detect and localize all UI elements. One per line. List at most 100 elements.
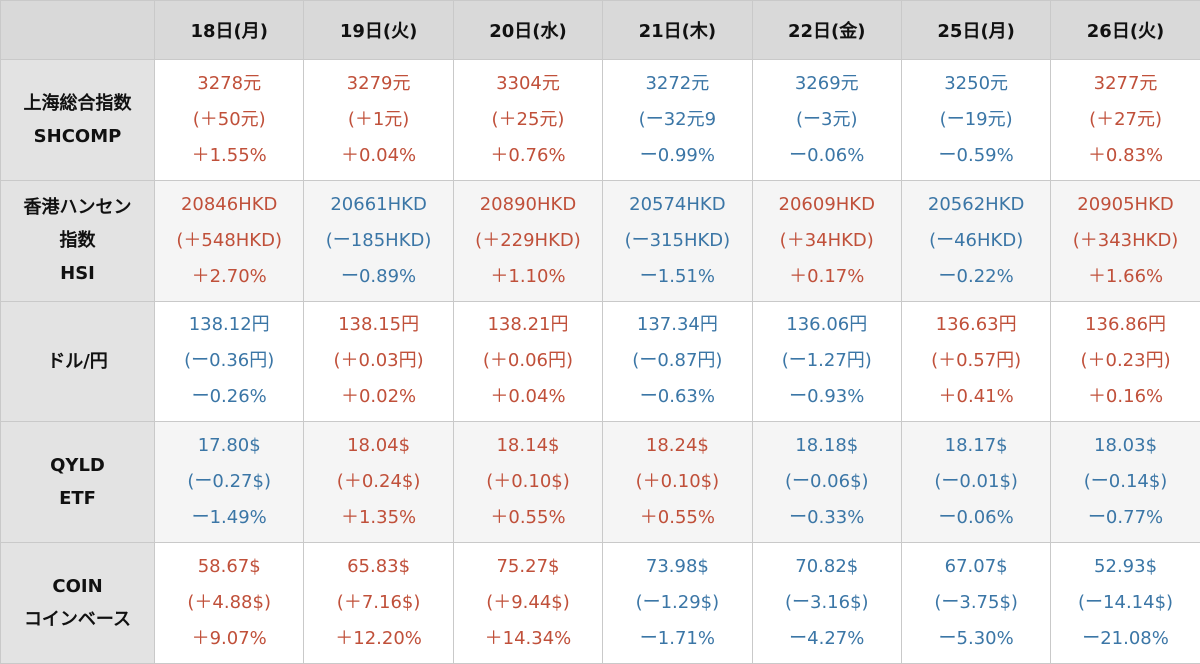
value-cell-up: 75.27$(＋9.44$)＋14.34% [453,543,602,664]
change-percent: ー1.51% [603,259,751,295]
row-label-line: 香港ハンセン [1,191,154,224]
change-value: (＋0.06円) [454,343,602,379]
change-percent: ー1.49% [155,500,303,536]
value-cell-down: 3250元(ー19元)ー0.59% [901,60,1050,181]
change-percent: ー0.06% [902,500,1050,536]
date-header: 19日(火) [304,1,453,60]
price-value: 3277元 [1051,66,1199,102]
corner-cell [1,1,155,60]
price-value: 20846HKD [155,187,303,223]
price-value: 3278元 [155,66,303,102]
change-value: (＋0.24$) [304,464,452,500]
change-percent: ー4.27% [753,621,901,657]
change-percent: ＋0.41% [902,379,1050,415]
change-percent: ー0.77% [1051,500,1199,536]
change-value: (＋0.10$) [454,464,602,500]
header-row: 18日(月) 19日(火) 20日(水) 21日(木) 22日(金) 25日(月… [1,1,1200,60]
row-label: ドル/円 [1,301,155,422]
change-percent: ＋0.02% [304,379,452,415]
price-value: 70.82$ [753,549,901,585]
value-cell-up: 3277元(＋27元)＋0.83% [1051,60,1200,181]
price-value: 3272元 [603,66,751,102]
change-value: (ー3元) [753,102,901,138]
row-label-line: QYLD [1,449,154,482]
change-value: (ー315HKD) [603,223,751,259]
value-cell-down: 73.98$(ー1.29$)ー1.71% [603,543,752,664]
change-percent: ー0.26% [155,379,303,415]
value-cell-down: 52.93$(ー14.14$)ー21.08% [1051,543,1200,664]
change-percent: ー0.22% [902,259,1050,295]
change-percent: ＋0.55% [454,500,602,536]
change-value: (ー32元9 [603,102,751,138]
value-cell-up: 3304元(＋25元)＋0.76% [453,60,602,181]
price-value: 20905HKD [1051,187,1199,223]
price-value: 20661HKD [304,187,452,223]
price-value: 75.27$ [454,549,602,585]
price-value: 138.15円 [304,307,452,343]
date-header: 20日(水) [453,1,602,60]
price-value: 67.07$ [902,549,1050,585]
price-value: 136.63円 [902,307,1050,343]
value-cell-down: 3269元(ー3元)ー0.06% [752,60,901,181]
date-header: 21日(木) [603,1,752,60]
price-value: 18.24$ [603,428,751,464]
change-percent: ＋0.04% [304,138,452,174]
value-cell-down: 137.34円(ー0.87円)ー0.63% [603,301,752,422]
change-percent: ー0.63% [603,379,751,415]
value-cell-up: 65.83$(＋7.16$)＋12.20% [304,543,453,664]
change-percent: ＋1.10% [454,259,602,295]
change-percent: ＋1.55% [155,138,303,174]
value-cell-down: 18.03$(ー0.14$)ー0.77% [1051,422,1200,543]
value-cell-down: 20574HKD(ー315HKD)ー1.51% [603,180,752,301]
price-value: 136.86円 [1051,307,1199,343]
change-percent: ＋0.76% [454,138,602,174]
price-value: 20609HKD [753,187,901,223]
change-percent: ＋9.07% [155,621,303,657]
change-value: (＋0.23円) [1051,343,1199,379]
change-percent: ＋0.83% [1051,138,1199,174]
value-cell-up: 138.21円(＋0.06円)＋0.04% [453,301,602,422]
change-value: (ー1.27円) [753,343,901,379]
value-cell-up: 20846HKD(＋548HKD)＋2.70% [155,180,304,301]
value-cell-up: 20905HKD(＋343HKD)＋1.66% [1051,180,1200,301]
price-value: 20890HKD [454,187,602,223]
value-cell-up: 18.04$(＋0.24$)＋1.35% [304,422,453,543]
price-value: 18.03$ [1051,428,1199,464]
change-percent: ＋0.04% [454,379,602,415]
change-percent: ー0.33% [753,500,901,536]
price-value: 18.18$ [753,428,901,464]
value-cell-up: 136.86円(＋0.23円)＋0.16% [1051,301,1200,422]
date-header: 26日(火) [1051,1,1200,60]
price-value: 17.80$ [155,428,303,464]
change-percent: ー1.71% [603,621,751,657]
change-percent: ＋2.70% [155,259,303,295]
change-value: (＋0.57円) [902,343,1050,379]
change-value: (ー19元) [902,102,1050,138]
price-value: 18.14$ [454,428,602,464]
row-label-line: コインベース [1,603,154,636]
change-percent: ー21.08% [1051,621,1199,657]
value-cell-down: 138.12円(ー0.36円)ー0.26% [155,301,304,422]
change-value: (ー0.06$) [753,464,901,500]
change-value: (ー46HKD) [902,223,1050,259]
price-value: 18.17$ [902,428,1050,464]
row-label-line: COIN [1,570,154,603]
change-value: (＋4.88$) [155,585,303,621]
change-value: (＋548HKD) [155,223,303,259]
change-value: (＋229HKD) [454,223,602,259]
value-cell-up: 3279元(＋1元)＋0.04% [304,60,453,181]
change-value: (＋25元) [454,102,602,138]
value-cell-up: 138.15円(＋0.03円)＋0.02% [304,301,453,422]
row-label-line: HSI [1,257,154,290]
date-header: 18日(月) [155,1,304,60]
price-value: 20574HKD [603,187,751,223]
value-cell-down: 20562HKD(ー46HKD)ー0.22% [901,180,1050,301]
value-cell-up: 136.63円(＋0.57円)＋0.41% [901,301,1050,422]
